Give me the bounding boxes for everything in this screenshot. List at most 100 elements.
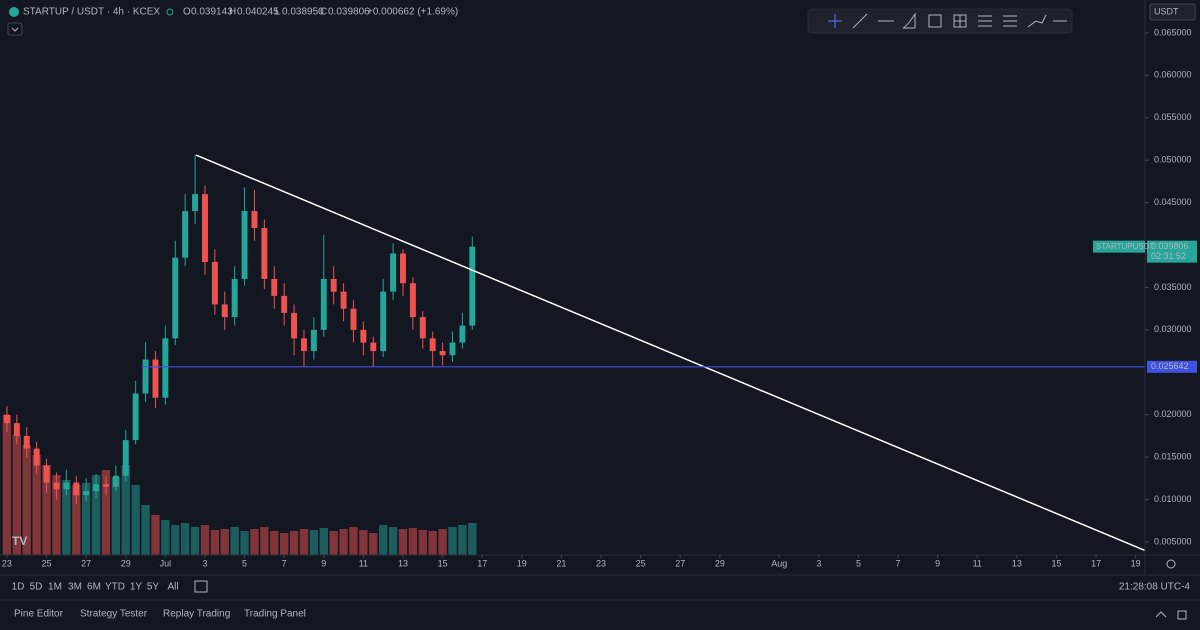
- hline-tag: [1147, 360, 1197, 373]
- range-button[interactable]: 1D: [12, 582, 25, 593]
- range-tool[interactable]: [1003, 15, 1017, 27]
- l-key: L: [275, 7, 281, 18]
- volume-bar: [398, 529, 408, 555]
- tv-logo: TV: [12, 534, 27, 548]
- x-tick-label: 21: [556, 558, 566, 568]
- volume-bar: [2, 415, 12, 555]
- volume-bar: [180, 523, 190, 555]
- fib-tool[interactable]: [978, 15, 992, 27]
- candle-body: [23, 435, 30, 449]
- o-value: 0.039143: [191, 7, 233, 18]
- tabs: Pine Editor Strategy Tester Replay Trading…: [14, 609, 306, 620]
- date-picker[interactable]: [194, 580, 208, 593]
- last-price: 0.039806: [1151, 241, 1189, 251]
- volume-bar: [349, 527, 358, 555]
- symbol-tag: [1093, 240, 1145, 253]
- candle-body: [112, 475, 119, 487]
- symbol-tag-label: STARTUPUSDT: [1096, 242, 1154, 251]
- candle-body: [469, 246, 476, 326]
- range-button[interactable]: 5D: [30, 582, 43, 593]
- x-tick-label: 7: [896, 558, 901, 568]
- tab[interactable]: Trading Panel: [244, 609, 306, 620]
- volume-bar: [141, 505, 150, 555]
- candle-body: [281, 295, 288, 313]
- volume-bar: [81, 483, 91, 555]
- c-key: C: [320, 7, 327, 18]
- candle-body: [301, 338, 307, 352]
- x-tick-label: Jul: [160, 558, 172, 568]
- candle-body: [439, 351, 446, 356]
- curve-tool[interactable]: [902, 12, 916, 29]
- tab[interactable]: Pine Editor: [14, 609, 64, 620]
- volume-bar: [161, 520, 170, 555]
- expand-icon[interactable]: [1155, 611, 1167, 618]
- volume-bar: [121, 465, 130, 555]
- volume-bar: [438, 529, 447, 555]
- grid-tool[interactable]: [953, 14, 967, 28]
- volume-bar: [101, 470, 111, 555]
- volume-bar: [42, 465, 51, 555]
- tab[interactable]: Strategy Tester: [80, 609, 148, 620]
- x-tick-label: Aug: [771, 558, 787, 568]
- y-tick-label: 0.045000: [1154, 197, 1192, 207]
- countdown: 02:31:52: [1151, 251, 1186, 261]
- volume-bar: [22, 445, 31, 555]
- clock: 21:28:08 UTC-4: [1119, 582, 1191, 593]
- volume-bar: [458, 525, 467, 555]
- x-tick-label: 3: [816, 558, 821, 568]
- range-button[interactable]: 1M: [48, 582, 62, 593]
- h-key: H: [229, 7, 236, 18]
- rect-tool[interactable]: [928, 14, 942, 28]
- candle-body: [350, 308, 357, 330]
- volume-bar: [220, 529, 229, 555]
- candle-body: [330, 278, 337, 292]
- collapse-button[interactable]: [7, 22, 23, 36]
- candle-body: [261, 228, 268, 279]
- currency-select[interactable]: [1149, 3, 1196, 21]
- trend-tool[interactable]: [852, 13, 868, 29]
- maximize-icon[interactable]: [1177, 610, 1187, 620]
- currency: USDT: [1154, 6, 1179, 16]
- x-tick-label: 27: [675, 558, 685, 568]
- volume-bar: [32, 455, 41, 555]
- range-button[interactable]: 6M: [87, 582, 101, 593]
- settings-icon[interactable]: [1166, 559, 1176, 569]
- candle-body: [63, 482, 70, 490]
- range-button[interactable]: 5Y: [147, 582, 160, 593]
- x-tick-label: 29: [715, 558, 725, 568]
- range-button[interactable]: 1Y: [130, 582, 143, 593]
- volume-bar: [309, 530, 319, 555]
- candle-body: [73, 482, 80, 496]
- candle-body: [211, 261, 218, 305]
- candle-body: [231, 278, 238, 318]
- crosshair-tool[interactable]: [828, 14, 842, 28]
- range-button[interactable]: 3M: [68, 582, 82, 593]
- volume-bar: [131, 485, 140, 555]
- collapse-icon: [11, 27, 19, 32]
- range-buttons: 1D 5D 1M 3M 6M YTD 1Y 5Y All: [12, 582, 179, 593]
- symbol[interactable]: STARTUP / USDT · 4h · KCEX: [23, 7, 160, 18]
- y-tick-label: 0.020000: [1154, 409, 1192, 419]
- y-tick-label: 0.050000: [1154, 155, 1192, 165]
- volume-bar: [468, 523, 477, 555]
- x-tick-label: 3: [202, 558, 207, 568]
- x-tick-label: 11: [359, 558, 368, 568]
- x-tick-label: 25: [42, 558, 52, 568]
- volume-bar: [210, 530, 220, 555]
- volume-bar: [230, 527, 239, 555]
- range-button[interactable]: YTD: [105, 582, 125, 593]
- candle-body: [271, 278, 278, 296]
- volume-bar: [111, 477, 121, 555]
- tab[interactable]: Replay Trading: [163, 609, 230, 620]
- drawing-toolbar: [807, 8, 1073, 34]
- volume-bar: [91, 475, 101, 555]
- candle-body: [53, 482, 60, 490]
- c-value: 0.039806: [328, 7, 370, 18]
- range-button[interactable]: All: [167, 582, 178, 593]
- volume-bar: [270, 531, 279, 555]
- x-tick-label: 13: [398, 558, 408, 568]
- brush-tool[interactable]: [1027, 14, 1047, 28]
- candle-body: [251, 211, 258, 229]
- volume-bar: [151, 515, 160, 555]
- y-tick-label: 0.015000: [1154, 451, 1192, 461]
